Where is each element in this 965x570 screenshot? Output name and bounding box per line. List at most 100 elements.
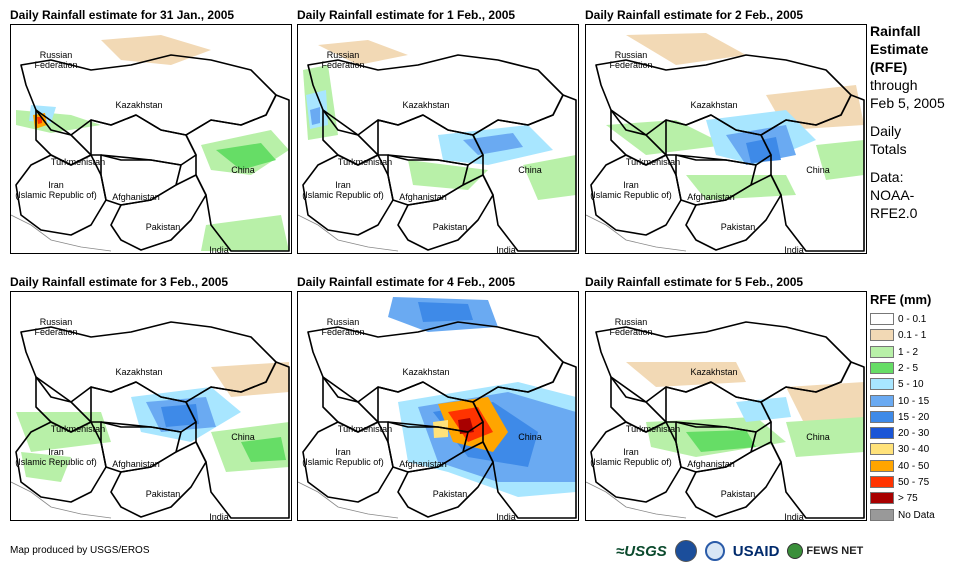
- country-label-pakistan: Pakistan: [720, 489, 756, 499]
- rainfall-area: [418, 302, 473, 322]
- rainfall-area: [746, 137, 781, 163]
- country-border: [665, 381, 772, 433]
- rainfall-area: [816, 140, 864, 180]
- country-label-china: China: [518, 165, 542, 175]
- sidebar-through-date: Feb 5, 2005: [870, 95, 945, 111]
- country-label-kazakhstan: Kazakhstan: [402, 367, 450, 377]
- legend-label: 10 - 15: [898, 395, 930, 407]
- legend-swatch: [870, 345, 894, 358]
- country-label-pakistan: Pakistan: [145, 489, 181, 499]
- map-canvas: [586, 321, 865, 519]
- usaid-logo: USAID: [732, 542, 780, 560]
- rainfall-area: [211, 362, 289, 397]
- country-border: [590, 154, 682, 236]
- country-border: [302, 154, 394, 236]
- country-label-iran-1: Iran: [48, 180, 64, 190]
- country-border: [590, 421, 682, 503]
- legend-swatch: [870, 410, 894, 423]
- fews-net-label: FEWS NET: [806, 545, 864, 557]
- country-label-russia-2: Federation: [321, 60, 365, 70]
- legend-swatch: [870, 329, 894, 342]
- country-border: [377, 114, 484, 166]
- country-label-afghanistan: Afghanistan: [399, 459, 447, 469]
- country-label-iran-1: Iran: [623, 180, 639, 190]
- noaa-logo-icon: [674, 540, 697, 562]
- country-label-iran-2: (Islamic Republic of): [302, 457, 384, 467]
- country-border: [472, 94, 577, 252]
- sidebar-data-source-1: NOAA-: [870, 187, 915, 203]
- country-border: [397, 441, 494, 518]
- rainfall-map: Russian Federation Kazakhstan Turkmenistan I…: [585, 291, 867, 521]
- rainfall-area: [16, 412, 111, 452]
- coastline: [298, 214, 399, 252]
- country-label-iran-2: (Islamic Republic of): [15, 190, 97, 200]
- country-label-iran-1: Iran: [335, 447, 351, 457]
- map-canvas: [298, 40, 577, 252]
- country-label-russia-2: Federation: [321, 327, 365, 337]
- country-label-russia-1: Russian: [39, 50, 73, 60]
- legend-label: 5 - 10: [898, 379, 924, 391]
- legend-label: > 75: [898, 493, 918, 505]
- country-label-kazakhstan: Kazakhstan: [115, 367, 163, 377]
- country-border: [685, 441, 782, 518]
- country-label-iran-2: (Islamic Republic of): [590, 457, 672, 467]
- country-label-russia-1: Russian: [39, 317, 73, 327]
- sidebar-totals: Totals: [870, 141, 907, 157]
- country-label-kazakhstan: Kazakhstan: [115, 100, 163, 110]
- map-canvas: [11, 321, 290, 519]
- legend-swatch: [870, 313, 894, 325]
- sidebar-daily: Daily: [870, 123, 902, 139]
- country-border: [110, 441, 207, 518]
- legend-label: 15 - 20: [898, 411, 930, 423]
- legend-swatch: [870, 492, 894, 505]
- country-label-india: India: [209, 512, 229, 521]
- legend-swatch: [870, 378, 894, 391]
- rainfall-area: [523, 155, 576, 200]
- rainfall-map: Russian Federation Kazakhstan Turkmenistan I…: [10, 24, 292, 254]
- country-label-china: China: [518, 432, 542, 442]
- legend-label: 0.1 - 1: [898, 330, 927, 342]
- legend-label: 0 - 0.1: [898, 314, 927, 325]
- map-canvas: [298, 297, 577, 519]
- panel-title: Daily Rainfall estimate for 31 Jan., 200…: [10, 8, 235, 22]
- sidebar-through: through: [870, 77, 918, 93]
- legend-title: RFE (mm): [870, 292, 932, 307]
- rainfall-area: [786, 417, 864, 457]
- rainfall-area: [686, 430, 756, 452]
- legend-label: No Data: [898, 509, 935, 521]
- usgs-logo: ≈USGS: [616, 542, 667, 560]
- country-label-afghanistan: Afghanistan: [687, 459, 735, 469]
- country-label-iran-2: (Islamic Republic of): [590, 190, 672, 200]
- logo-strip: ≈USGS USAID FEWS NET: [616, 538, 863, 564]
- rainfall-area: [101, 35, 211, 65]
- country-border: [397, 174, 494, 251]
- sidebar-data-source-2: RFE2.0: [870, 205, 918, 221]
- country-label-turkmenistan: Turkmenistan: [625, 157, 681, 167]
- rainfall-area: [37, 117, 42, 124]
- rainfall-area: [241, 437, 286, 462]
- rainfall-area: [686, 175, 796, 200]
- rainfall-area: [201, 215, 289, 251]
- country-label-turkmenistan: Turkmenistan: [337, 157, 393, 167]
- legend-swatch: [870, 361, 894, 374]
- map-canvas: [586, 33, 865, 252]
- fews-net-logo: FEWS NET: [787, 543, 863, 559]
- country-label-russia-2: Federation: [609, 60, 653, 70]
- map-canvas: [11, 35, 290, 252]
- country-label-pakistan: Pakistan: [432, 222, 468, 232]
- legend-label: 50 - 75: [898, 477, 930, 488]
- legend-swatch: [870, 443, 894, 456]
- rainfall-area: [736, 397, 791, 422]
- rainfall-area: [21, 452, 71, 482]
- agency-seal-icon: [704, 541, 725, 561]
- country-border: [302, 421, 394, 503]
- sidebar-title-line-3: (RFE): [870, 59, 908, 75]
- rainfall-area: [216, 143, 276, 170]
- country-label-russia-1: Russian: [326, 50, 360, 60]
- legend-swatch: [870, 427, 894, 440]
- country-label-india: India: [784, 512, 804, 521]
- rainfall-map: Russian Federation Kazakhstan Turkmenistan I…: [10, 291, 292, 521]
- country-label-china: China: [231, 165, 255, 175]
- rainfall-map: Russian Federation Kazakhstan Turkmenistan I…: [297, 24, 579, 254]
- country-border: [15, 421, 107, 503]
